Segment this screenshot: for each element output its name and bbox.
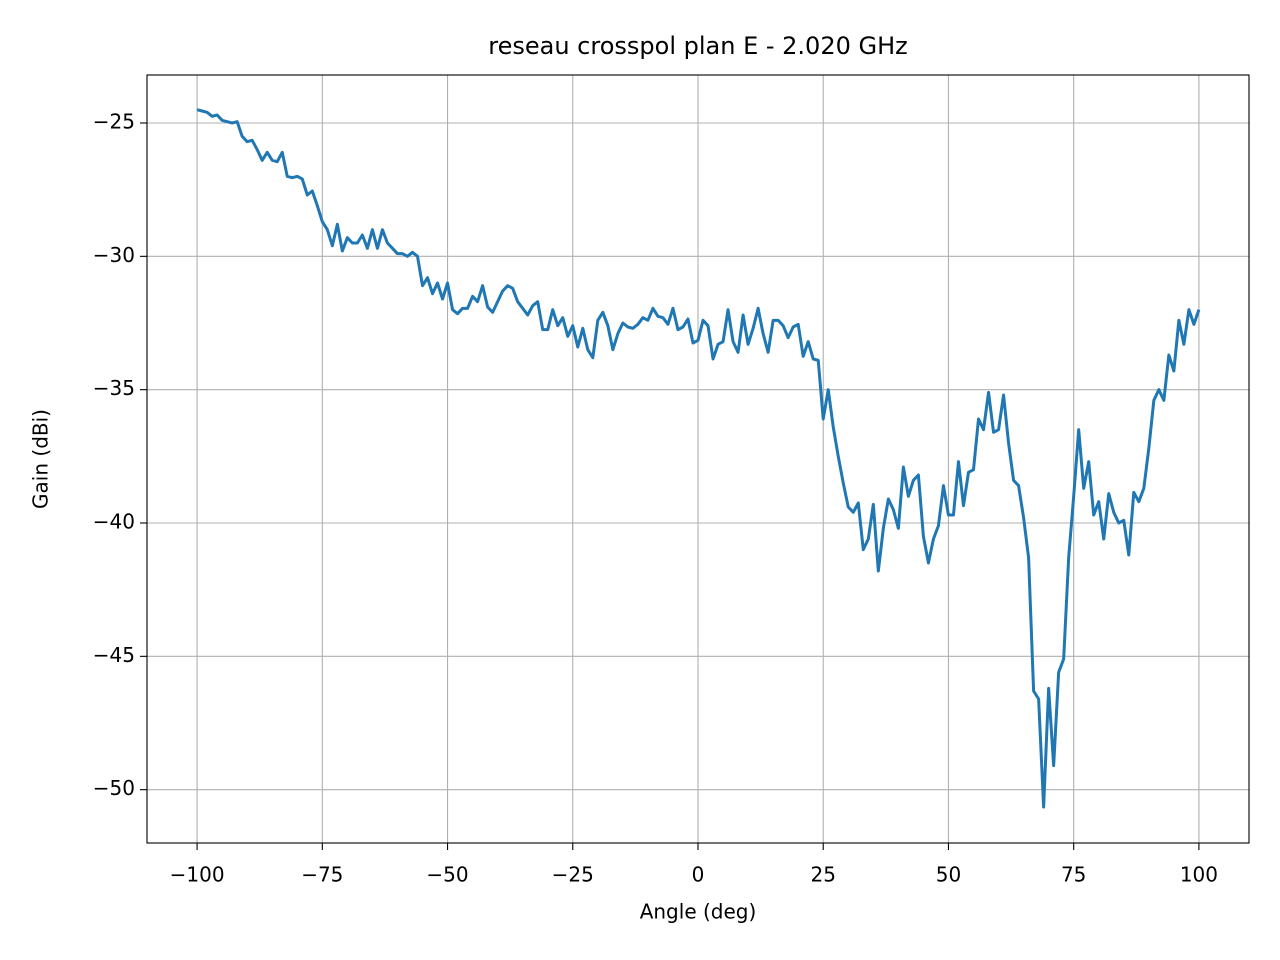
y-axis-label: Gain (dBi) <box>29 409 53 509</box>
y-tick-label: −40 <box>93 510 135 534</box>
y-tick-label: −35 <box>93 376 135 400</box>
x-tick-label: 100 <box>1180 863 1218 887</box>
x-tick-label: 0 <box>692 863 705 887</box>
data-line <box>196 108 1201 809</box>
x-tick-label: −75 <box>301 863 343 887</box>
y-tick-label: −45 <box>93 643 135 667</box>
x-tick-label: 25 <box>811 863 836 887</box>
y-tick-label: −25 <box>93 110 135 134</box>
chart-title: reseau crosspol plan E - 2.020 GHz <box>488 32 907 60</box>
plot-frame <box>146 74 1250 844</box>
x-tick-label: −50 <box>426 863 468 887</box>
x-tick-label: 75 <box>1061 863 1086 887</box>
x-tick-label: 50 <box>936 863 961 887</box>
y-tick-label: −30 <box>93 243 135 267</box>
y-tick-label: −50 <box>93 776 135 800</box>
x-tick-label: −25 <box>552 863 594 887</box>
x-tick-label: −100 <box>170 863 225 887</box>
x-axis-label: Angle (deg) <box>640 900 757 924</box>
